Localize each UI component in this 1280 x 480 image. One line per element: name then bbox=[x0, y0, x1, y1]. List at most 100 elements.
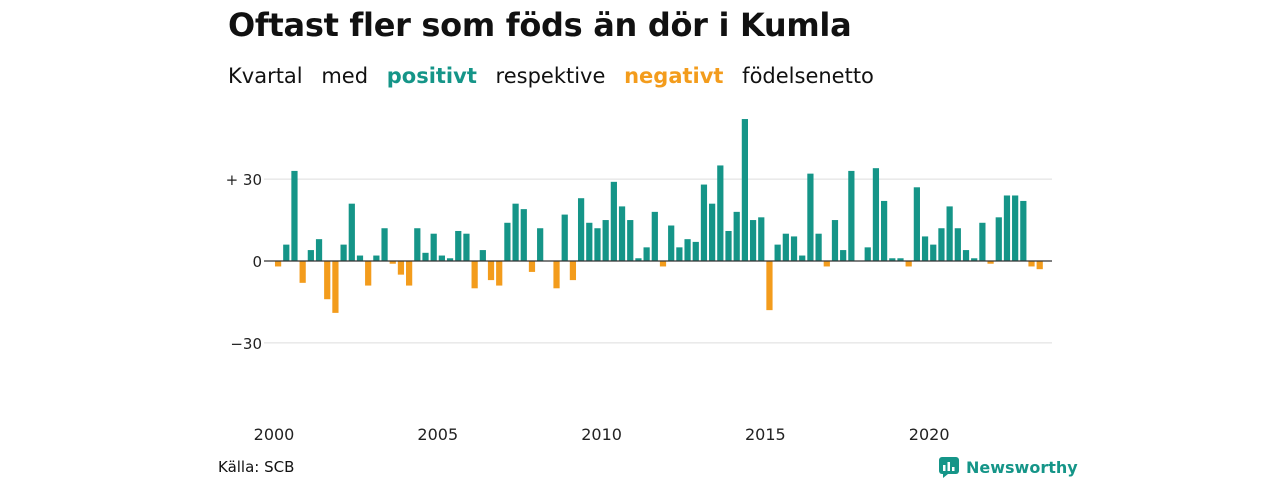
bar bbox=[684, 239, 691, 261]
bar bbox=[446, 258, 454, 261]
bar bbox=[946, 206, 953, 261]
bar bbox=[537, 228, 544, 261]
chart-subtitle: Kvartal med positivt respektive negativt… bbox=[228, 64, 886, 88]
bar bbox=[741, 119, 748, 261]
bar bbox=[651, 211, 658, 261]
bar bbox=[389, 261, 396, 264]
bar bbox=[807, 173, 814, 261]
bar bbox=[987, 261, 994, 264]
brand-logo: Newsworthy bbox=[938, 456, 1078, 478]
bar bbox=[528, 261, 536, 272]
bar bbox=[790, 236, 798, 261]
bar bbox=[618, 206, 626, 261]
x-tick-label: 2000 bbox=[254, 425, 295, 444]
bar bbox=[971, 258, 978, 261]
bar bbox=[905, 261, 912, 267]
bar bbox=[659, 261, 667, 267]
bar bbox=[561, 214, 568, 261]
grid-lines bbox=[264, 178, 1052, 344]
bar bbox=[307, 250, 314, 261]
bar bbox=[438, 255, 445, 261]
bar bbox=[668, 225, 675, 261]
bar bbox=[479, 250, 486, 261]
bar bbox=[373, 255, 380, 261]
bar bbox=[831, 220, 839, 261]
bar bbox=[889, 258, 896, 261]
bar bbox=[815, 233, 822, 261]
bar bbox=[840, 250, 847, 261]
bar bbox=[356, 255, 364, 261]
bar bbox=[897, 258, 904, 261]
bar bbox=[340, 244, 347, 261]
bar bbox=[422, 252, 429, 261]
x-tick-label: 2015 bbox=[745, 425, 786, 444]
bar bbox=[725, 230, 732, 261]
x-tick-label: 2010 bbox=[581, 425, 622, 444]
bar bbox=[283, 244, 290, 261]
bar bbox=[332, 261, 339, 313]
subtitle-text-respektive: respektive bbox=[495, 64, 606, 88]
bar-series bbox=[274, 119, 1043, 313]
bar bbox=[733, 211, 740, 261]
bar bbox=[1012, 195, 1019, 261]
x-tick-label: 2005 bbox=[417, 425, 458, 444]
bar bbox=[758, 217, 765, 261]
bar bbox=[635, 258, 642, 261]
bar bbox=[299, 261, 306, 283]
bar bbox=[782, 233, 789, 261]
y-axis: + 30 0 −30 bbox=[226, 171, 262, 353]
bar bbox=[979, 222, 986, 261]
bar bbox=[930, 244, 937, 261]
bar bbox=[766, 261, 773, 311]
bar bbox=[921, 236, 929, 261]
bar bbox=[610, 181, 617, 261]
bar bbox=[414, 228, 421, 261]
y-tick-label: −30 bbox=[230, 335, 262, 353]
newsworthy-logo-icon bbox=[939, 457, 959, 478]
subtitle-positive-label: positivt bbox=[386, 64, 477, 88]
brand-name: Newsworthy bbox=[966, 457, 1078, 477]
source-note: Källa: SCB bbox=[218, 458, 295, 476]
bar bbox=[496, 261, 503, 286]
bar bbox=[487, 261, 495, 281]
bar bbox=[717, 165, 724, 261]
x-axis: 2000 2005 2010 2015 2020 bbox=[254, 425, 950, 444]
bar bbox=[315, 239, 323, 261]
bar bbox=[643, 247, 650, 261]
subtitle-text-fodelsenetto: födelsenetto bbox=[742, 64, 874, 88]
bar bbox=[553, 261, 560, 289]
bar bbox=[774, 244, 781, 261]
bar bbox=[348, 203, 355, 261]
subtitle-text-kvartal: Kvartal bbox=[228, 64, 303, 88]
bar bbox=[881, 200, 888, 261]
bar bbox=[586, 222, 593, 261]
bar bbox=[381, 228, 388, 261]
bar bbox=[291, 170, 298, 261]
bar bbox=[602, 220, 609, 261]
bar bbox=[1036, 261, 1043, 270]
bar bbox=[455, 230, 462, 261]
bar bbox=[799, 255, 806, 261]
y-tick-label: 0 bbox=[252, 253, 262, 271]
bar bbox=[995, 217, 1002, 261]
bar bbox=[954, 228, 961, 261]
bar bbox=[749, 220, 757, 261]
bar bbox=[962, 250, 970, 261]
subtitle-text-med: med bbox=[321, 64, 369, 88]
bar bbox=[365, 261, 372, 286]
bar bbox=[864, 247, 871, 261]
bar bbox=[569, 261, 577, 281]
y-tick-label: + 30 bbox=[226, 171, 262, 189]
bar bbox=[872, 168, 880, 261]
bar bbox=[709, 203, 716, 261]
bar bbox=[504, 222, 511, 261]
bar bbox=[627, 220, 634, 261]
bar bbox=[397, 261, 405, 275]
subtitle-negative-label: negativt bbox=[624, 64, 724, 88]
bar bbox=[406, 261, 413, 286]
bar bbox=[1003, 195, 1011, 261]
bar bbox=[430, 233, 437, 261]
x-tick-label: 2020 bbox=[909, 425, 950, 444]
bar bbox=[594, 228, 601, 261]
